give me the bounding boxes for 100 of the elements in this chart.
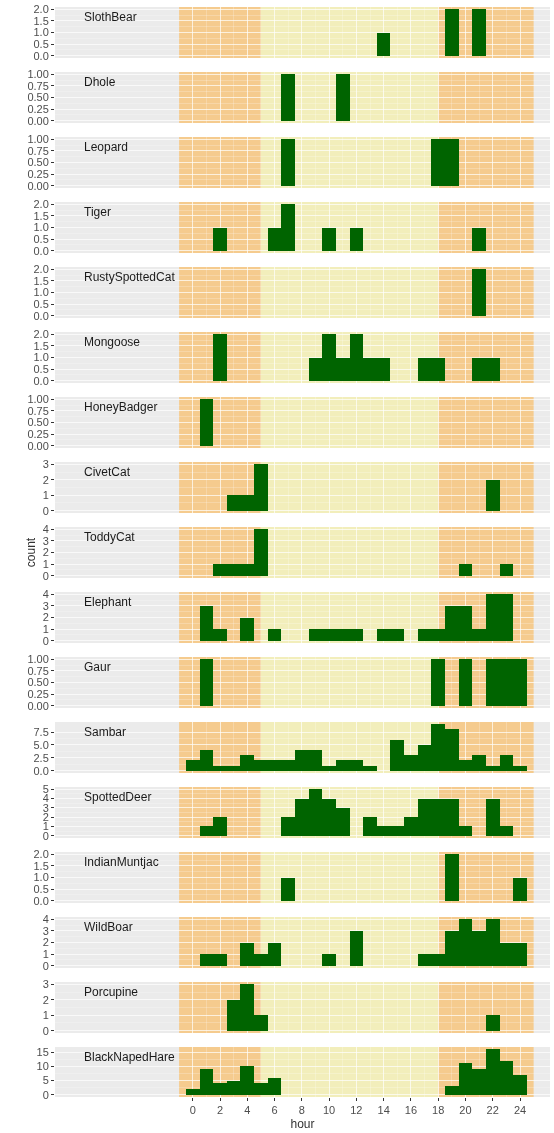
y-tick-label: 0.0 (33, 309, 49, 322)
y-tick-label: 10 (36, 1060, 49, 1073)
y-tick-label: 2.0 (33, 263, 49, 276)
y-tick-label: 2.0 (33, 328, 49, 341)
y-tick-label: 1.0 (33, 871, 49, 884)
y-tick-label: 0.0 (33, 49, 49, 62)
y-tick-label: 1.00 (27, 68, 49, 81)
chart-title: Sambar (84, 725, 127, 739)
y-tick-label: 4 (42, 523, 49, 536)
chart-title: Gaur (84, 660, 111, 674)
y-tick-label: 0.0 (33, 764, 49, 777)
chart-title: CivetCat (84, 465, 131, 479)
y-tick-label: 0.0 (33, 244, 49, 257)
y-tick-label: 0.25 (27, 167, 49, 180)
chart-title: Elephant (84, 595, 133, 609)
y-tick-label: 0.00 (27, 179, 49, 192)
y-tick-label: 0.50 (27, 91, 49, 104)
y-tick-label: 1 (42, 557, 49, 570)
chart-title: ToddyCat (84, 530, 136, 544)
y-tick-label: 2.0 (33, 848, 49, 861)
y-tick-label: 0 (42, 959, 49, 972)
y-tick-label: 0.5 (33, 232, 49, 245)
chart-title: Tiger (84, 205, 111, 219)
chart-title: BlackNapedHare (84, 1050, 176, 1064)
chart-title: WildBoar (84, 920, 133, 934)
x-tick-label: 4 (244, 1104, 251, 1117)
y-tick-label: 2.0 (33, 3, 49, 16)
y-tick-label: 1 (42, 1009, 49, 1022)
y-tick-label: 0 (42, 1088, 49, 1101)
y-tick-label: 0.00 (27, 699, 49, 712)
y-tick-label: 0.0 (33, 894, 49, 907)
y-tick-label: 4 (42, 913, 49, 926)
y-tick-label: 0.25 (27, 687, 49, 700)
y-tick-label: 3 (42, 978, 49, 991)
chart-title: SpottedDeer (84, 790, 152, 804)
x-tick-label: 22 (486, 1104, 499, 1117)
x-tick-label: 6 (271, 1104, 278, 1117)
x-tick-label: 20 (459, 1104, 472, 1117)
chart-title: HoneyBadger (84, 400, 158, 414)
x-tick-label: 0 (189, 1104, 196, 1117)
chart-title: Dhole (84, 75, 116, 89)
y-tick-label: 5.0 (33, 738, 49, 751)
y-tick-label: 0 (42, 634, 49, 647)
y-tick-label: 4 (42, 588, 49, 601)
y-tick-label: 1.5 (33, 859, 49, 872)
y-tick-label: 2 (42, 611, 49, 624)
x-axis-title: hour (290, 1117, 315, 1132)
y-tick-label: 0.0 (33, 374, 49, 387)
y-tick-label: 5 (42, 1074, 49, 1087)
y-tick-label: 0.00 (27, 114, 49, 127)
y-tick-label: 0.5 (33, 882, 49, 895)
chart-title: Mongoose (84, 335, 141, 349)
y-tick-label: 1.0 (33, 286, 49, 299)
chart-title: RustySpottedCat (84, 270, 176, 284)
y-tick-label: 0.75 (27, 144, 49, 157)
y-tick-label: 0.00 (27, 439, 49, 452)
y-tick-label: 0.25 (27, 102, 49, 115)
y-tick-label: 0.75 (27, 79, 49, 92)
y-tick-label: 0.75 (27, 404, 49, 417)
x-tick-label: 14 (377, 1104, 390, 1117)
y-tick-label: 1.5 (33, 14, 49, 27)
x-tick-label: 24 (513, 1104, 527, 1117)
chart-title: Porcupine (84, 985, 139, 999)
y-tick-label: 1 (42, 622, 49, 635)
y-tick-label: 0 (42, 504, 49, 517)
y-tick-label: 2 (42, 936, 49, 949)
x-tick-label: 12 (350, 1104, 363, 1117)
x-tick-label: 2 (216, 1104, 224, 1117)
y-tick-label: 1.00 (27, 133, 49, 146)
y-tick-label: 3 (42, 534, 49, 547)
y-tick-label: 2 (42, 993, 49, 1006)
y-tick-label: 7.5 (33, 725, 49, 738)
y-tick-label: 1.00 (27, 653, 49, 666)
y-tick-label: 1.5 (33, 274, 49, 287)
y-tick-label: 1 (42, 947, 49, 960)
y-tick-label: 0 (42, 1024, 49, 1037)
y-tick-label: 0.50 (27, 676, 49, 689)
y-tick-label: 2 (42, 546, 49, 559)
y-tick-label: 3 (42, 458, 49, 471)
y-tick-label: 2.0 (33, 198, 49, 211)
x-tick-label: 16 (404, 1104, 418, 1117)
y-tick-label: 2.5 (33, 751, 49, 764)
y-tick-label: 3 (42, 599, 49, 612)
y-tick-label: 1.5 (33, 339, 49, 352)
y-axis-title: count (23, 537, 38, 568)
y-tick-label: 1.0 (33, 26, 49, 39)
y-tick-label: 0 (42, 569, 49, 582)
chart-title: Leopard (84, 140, 129, 154)
y-tick-label: 0.75 (27, 664, 49, 677)
y-tick-label: 0.50 (27, 416, 49, 429)
y-tick-label: 0.50 (27, 156, 49, 169)
y-tick-label: 15 (36, 1045, 49, 1058)
chart-title: SlothBear (84, 10, 137, 24)
y-tick-label: 0.25 (27, 427, 49, 440)
y-tick-label: 1.0 (33, 221, 49, 234)
y-tick-label: 3 (42, 924, 49, 937)
x-tick-label: 18 (432, 1104, 445, 1117)
x-tick-label: 10 (322, 1104, 336, 1117)
x-tick-label: 8 (298, 1104, 305, 1117)
y-tick-label: 0.5 (33, 362, 49, 375)
